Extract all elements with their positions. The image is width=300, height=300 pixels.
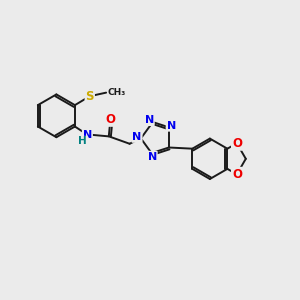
Text: O: O	[232, 137, 242, 150]
Text: CH₃: CH₃	[108, 88, 126, 97]
Text: H: H	[78, 136, 86, 146]
Text: S: S	[85, 90, 94, 103]
Text: N: N	[132, 132, 142, 142]
Text: N: N	[145, 115, 154, 125]
Text: N: N	[167, 121, 176, 131]
Text: N: N	[83, 130, 92, 140]
Text: N: N	[148, 152, 157, 162]
Text: O: O	[105, 113, 115, 126]
Text: O: O	[232, 168, 242, 181]
